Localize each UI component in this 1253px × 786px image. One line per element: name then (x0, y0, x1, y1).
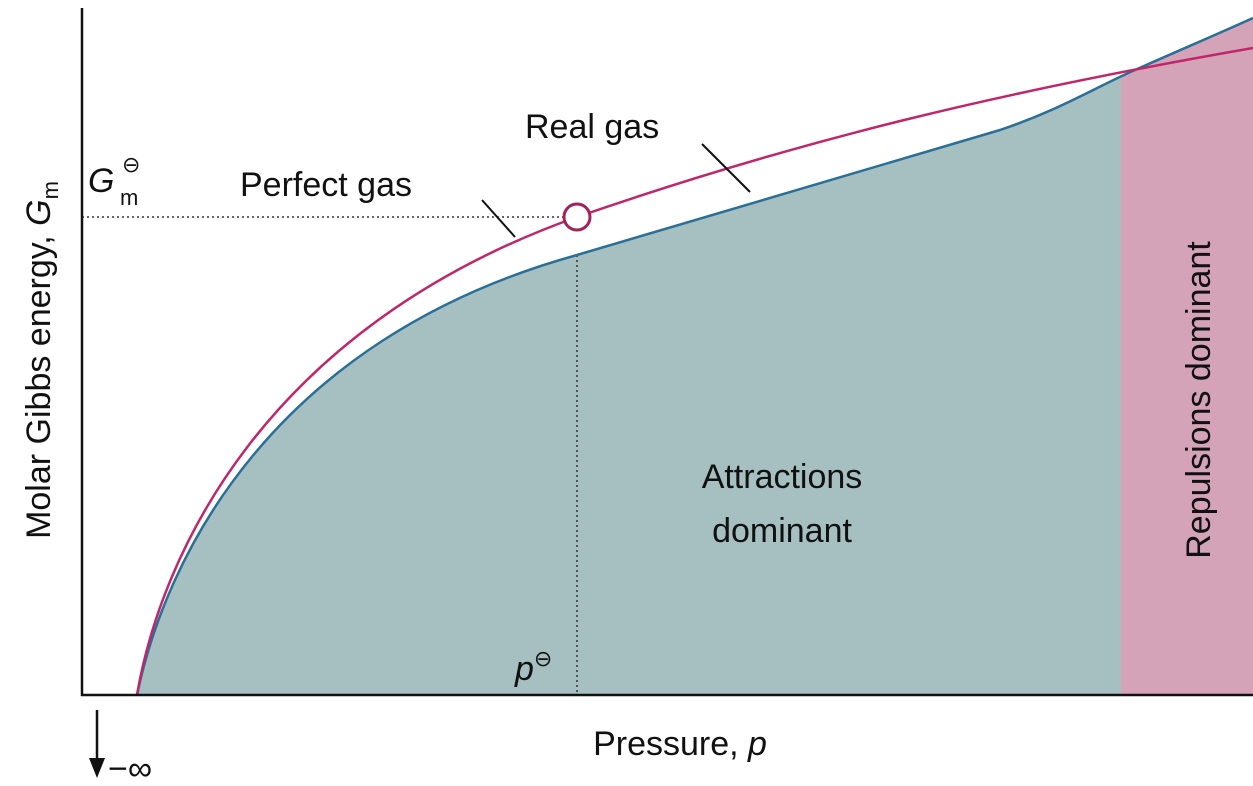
attractions-region (137, 76, 1121, 695)
label-symbol: G (20, 199, 58, 225)
perfect-gas-label: Perfect gas (240, 166, 412, 204)
label-superscript: ⊖ (122, 152, 140, 177)
leader-line (701, 143, 751, 193)
label-symbol: G (88, 162, 114, 200)
label-subscript: m (38, 181, 63, 199)
limit-label: −∞ (108, 750, 152, 786)
real-gas-label: Real gas (525, 108, 659, 146)
repulsions-label: Repulsions dominant (1180, 241, 1218, 559)
x-axis-label: Pressure, p (593, 725, 767, 763)
leader-line (481, 199, 516, 238)
repulsions-region (1121, 18, 1253, 695)
attractions-label: Attractions (702, 458, 863, 496)
label-text: Pressure, (593, 725, 748, 763)
arrow-head (89, 758, 105, 778)
label-subscript: m (120, 185, 138, 210)
label-symbol: p (514, 650, 534, 688)
y-axis-label: Molar Gibbs energy, Gm (20, 181, 63, 539)
standard-pressure-label: p⊖ (514, 646, 552, 688)
attractions-label: dominant (712, 512, 852, 550)
label-symbol: p (747, 725, 767, 763)
standard-point (562, 202, 592, 232)
label-text: Molar Gibbs energy, (20, 226, 58, 539)
label-superscript: ⊖ (534, 646, 552, 671)
